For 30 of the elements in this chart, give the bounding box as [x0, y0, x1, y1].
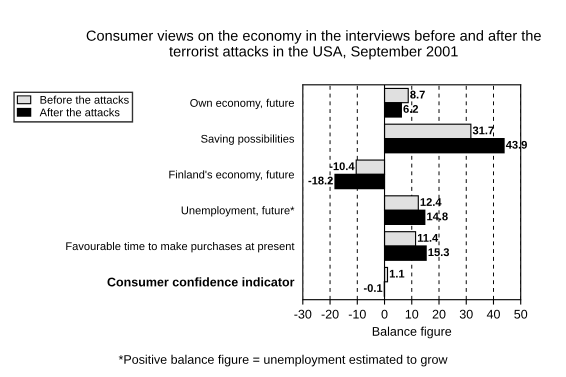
x-tick-label: 30 [460, 310, 473, 319]
x-tick-label: -20 [322, 310, 339, 319]
data-label: 1.1 [390, 270, 404, 278]
x-tick-label: 0 [382, 310, 388, 319]
x-tick-label: 20 [432, 310, 446, 319]
x-tick-label: -30 [294, 310, 312, 319]
x-tick-label: 10 [406, 310, 418, 319]
y-tick-label: Consumer confidence indicator [107, 277, 294, 286]
data-label: 12.4 [420, 198, 442, 206]
x-tick-label: 50 [514, 310, 528, 319]
y-tick-label: Finland's economy, future [169, 170, 294, 181]
x-tick-label: 40 [486, 310, 500, 319]
data-label: -10.4 [330, 162, 355, 170]
legend-label: After the attacks [40, 108, 120, 116]
chart-title: Consumer views on the economy in the interviews before and after the terrorist attacks in the USA, September 2001 [86, 30, 541, 60]
legend-label: Before the attacks [40, 96, 129, 104]
y-tick-label: Favourable time to make purchases at present [66, 242, 294, 252]
data-label: 8.7 [410, 90, 425, 99]
x-axis-title: Balance figure [372, 326, 452, 338]
data-label: 6.2 [403, 105, 418, 113]
data-label: 11.4 [418, 234, 438, 242]
x-tick-label: -10 [348, 310, 366, 319]
y-tick-label: Saving possibilities [201, 134, 294, 145]
data-label: -0.1 [364, 284, 382, 292]
data-label: 14.8 [427, 212, 448, 220]
text: *Positive balance figure = unemployment estimated to grow [118, 354, 448, 366]
y-tick-label: Unemployment, future* [182, 206, 294, 217]
data-label: 31.7 [472, 126, 494, 134]
data-label: 15.3 [428, 248, 450, 256]
y-tick-label: Own economy, future [190, 98, 294, 110]
